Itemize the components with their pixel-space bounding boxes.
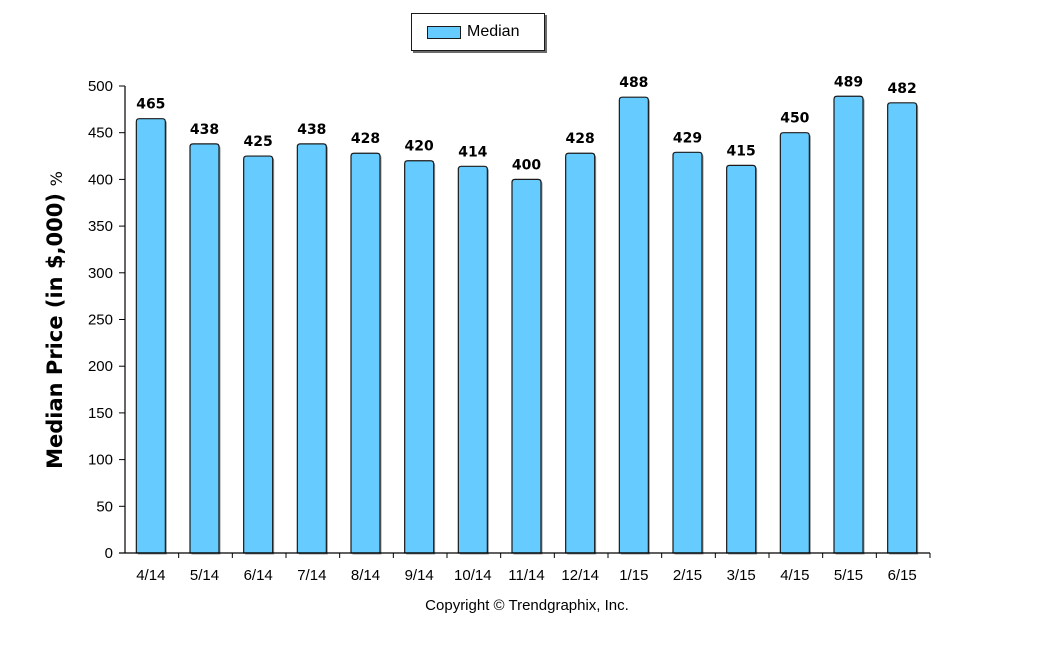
bar-6-14 — [243, 155, 274, 554]
x-tick-label-5-15: 5/15 — [834, 567, 863, 584]
x-tick-label-1-15: 1/15 — [619, 567, 648, 584]
data-label-6-15: 482 — [888, 81, 917, 97]
y-axis-title: Median Price (in $,000) % — [43, 171, 67, 469]
x-tick-label-3-15: 3/15 — [727, 567, 756, 584]
data-label-5-15: 489 — [834, 74, 863, 90]
y-tick-label-100: 100 — [88, 452, 113, 469]
x-tick-label-4-15: 4/15 — [780, 567, 809, 584]
data-label-9-14: 420 — [405, 139, 434, 155]
bar-7-14 — [296, 143, 327, 554]
bar-12-14 — [565, 152, 596, 554]
y-tick-label-500: 500 — [88, 78, 113, 95]
bar-6-15 — [887, 102, 918, 554]
data-label-4-14: 465 — [136, 97, 165, 113]
x-tick-label-7-14: 7/14 — [297, 567, 326, 584]
x-tick-label-11-14: 11/14 — [508, 567, 544, 584]
data-label-8-14: 428 — [351, 131, 380, 147]
y-tick-label-450: 450 — [88, 125, 113, 142]
bar-8-14 — [350, 152, 381, 554]
x-tick-label-2-15: 2/15 — [673, 567, 702, 584]
x-tick-label-12-14: 12/14 — [561, 567, 599, 584]
y-tick-label-300: 300 — [88, 265, 113, 282]
y-tick-label-200: 200 — [88, 358, 113, 375]
bar-9-14 — [404, 160, 435, 554]
chart-legend: Median — [411, 13, 545, 51]
y-axis-unit: % — [47, 171, 66, 187]
bar-2-15 — [672, 151, 703, 554]
y-axis-label: Median Price (in $,000) — [43, 193, 67, 469]
axes-layer: 4/14 5/14 6/14 7/14 8/14 9/14 10/14 11/14 12/14 1… — [88, 78, 931, 584]
data-label-5-14: 438 — [190, 122, 219, 138]
data-label-3-15: 415 — [727, 143, 756, 159]
y-tick-label-50: 50 — [96, 498, 113, 515]
bar-10-14 — [457, 165, 488, 554]
bar-4-14 — [135, 118, 166, 554]
x-tick-label-8-14: 8/14 — [351, 567, 380, 584]
x-tick-label-5-14: 5/14 — [190, 567, 219, 584]
bar-5-15 — [833, 95, 864, 554]
x-tick-label-10-14: 10/14 — [454, 567, 492, 584]
bar-11-14 — [511, 178, 542, 554]
data-label-2-15: 429 — [673, 130, 702, 146]
y-tick-label-0: 0 — [105, 545, 113, 562]
x-tick-label-6-15: 6/15 — [888, 567, 917, 584]
legend-label-median: Median — [467, 23, 520, 40]
bars-layer — [135, 95, 919, 555]
y-tick-label-250: 250 — [88, 312, 113, 329]
data-labels-layer: 465 438 425 438 428 420 414 400 428 488 429 415 450 4… — [136, 74, 917, 173]
bar-3-15 — [726, 164, 757, 554]
x-tick-label-4-14: 4/14 — [136, 567, 165, 584]
data-label-12-14: 428 — [566, 131, 595, 147]
legend-swatch-median — [427, 26, 461, 39]
y-tick-label-350: 350 — [88, 218, 113, 235]
bar-1-15 — [618, 96, 649, 554]
data-label-6-14: 425 — [244, 134, 273, 150]
data-label-4-15: 450 — [780, 111, 809, 127]
y-tick-label-400: 400 — [88, 171, 113, 188]
data-label-11-14: 400 — [512, 157, 541, 173]
copyright-text: Copyright © Trendgraphix, Inc. — [425, 597, 629, 614]
bar-4-15 — [779, 132, 810, 554]
x-tick-label-6-14: 6/14 — [244, 567, 273, 584]
x-tick-label-9-14: 9/14 — [405, 567, 434, 584]
data-label-1-15: 488 — [619, 75, 648, 91]
data-label-10-14: 414 — [458, 144, 487, 160]
data-label-7-14: 438 — [297, 122, 326, 138]
bar-5-14 — [189, 143, 220, 554]
y-tick-label-150: 150 — [88, 405, 113, 422]
